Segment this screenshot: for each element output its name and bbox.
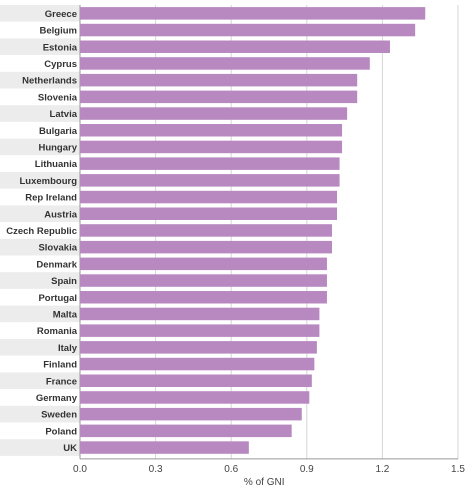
bar — [80, 441, 249, 454]
category-label: Rep Ireland — [25, 193, 77, 204]
row-band — [0, 205, 80, 223]
row-band — [0, 288, 80, 306]
category-label: Luxembourg — [19, 176, 77, 187]
bar — [80, 174, 340, 187]
row-bands — [0, 5, 80, 456]
category-label: UK — [63, 443, 77, 454]
category-label: Estonia — [43, 42, 78, 53]
row-band — [0, 238, 80, 256]
bar — [80, 424, 292, 438]
bar — [80, 391, 310, 404]
bar — [80, 307, 320, 321]
bar — [80, 157, 340, 170]
category-label: Austria — [44, 209, 77, 220]
x-tick-label: 1.2 — [375, 464, 389, 475]
bar — [80, 124, 343, 137]
row-band — [0, 121, 80, 139]
bar — [80, 73, 358, 87]
row-band — [0, 305, 80, 323]
row-band — [0, 71, 80, 89]
bar — [80, 107, 348, 120]
category-label: France — [46, 376, 77, 387]
bar — [80, 224, 332, 237]
category-label: Latvia — [50, 109, 78, 120]
bar — [80, 257, 327, 271]
category-label: Romania — [37, 326, 78, 337]
row-band — [0, 105, 80, 122]
row-band — [0, 138, 80, 156]
x-tick-label: 0.0 — [73, 464, 87, 475]
bar — [80, 190, 338, 204]
bar — [80, 40, 390, 53]
row-band — [0, 222, 80, 239]
x-axis-title: % of GNI — [244, 477, 285, 485]
category-labels: Greece Belgium Estonia Cyprus Netherlands Slo… — [6, 9, 77, 454]
bar — [80, 374, 312, 387]
x-tick-label: 1.5 — [451, 464, 465, 475]
category-label: Italy — [58, 343, 78, 354]
row-band — [0, 172, 80, 189]
category-label: Lithuania — [35, 159, 78, 170]
x-axis: 0.0 0.3 0.6 0.9 1.2 1.5 — [73, 458, 465, 475]
bar — [80, 140, 343, 154]
x-tick-label: 0.3 — [149, 464, 163, 475]
row-band — [0, 422, 80, 440]
bar — [80, 291, 327, 304]
bar — [80, 274, 327, 287]
row-band — [0, 55, 80, 72]
row-band — [0, 355, 80, 373]
row-band — [0, 389, 80, 406]
category-label: Germany — [36, 393, 78, 404]
category-label: Netherlands — [22, 76, 77, 87]
category-label: Hungary — [38, 142, 77, 153]
category-label: Cyprus — [44, 59, 77, 70]
row-band — [0, 21, 80, 39]
category-label: Malta — [53, 309, 78, 320]
category-label: Denmark — [36, 259, 77, 270]
row-band — [0, 155, 80, 172]
category-label: Greece — [45, 9, 77, 20]
bar — [80, 324, 320, 337]
bar — [80, 7, 426, 20]
bar — [80, 407, 302, 421]
category-label: Bulgaria — [39, 126, 78, 137]
row-band — [0, 88, 80, 106]
category-label: Finland — [43, 360, 77, 371]
bar — [80, 90, 358, 104]
category-label: Belgium — [40, 26, 77, 37]
category-label: Czech Republic — [6, 226, 77, 237]
row-band — [0, 188, 80, 206]
row-band — [0, 272, 80, 289]
row-band — [0, 255, 80, 273]
category-label: Portugal — [38, 293, 77, 304]
row-band — [0, 405, 80, 423]
category-label: Slovakia — [38, 243, 77, 254]
x-tick-label: 0.6 — [224, 464, 238, 475]
category-label: Sweden — [41, 410, 77, 421]
bar — [80, 23, 416, 37]
bars — [80, 7, 426, 454]
x-tick-label: 0.9 — [300, 464, 314, 475]
row-band — [0, 439, 80, 456]
category-label: Spain — [51, 276, 77, 287]
row-band — [0, 5, 80, 22]
row-band — [0, 38, 80, 56]
bar — [80, 240, 332, 254]
bar — [80, 57, 370, 70]
bar — [80, 341, 317, 354]
bar — [80, 207, 338, 220]
category-label: Poland — [45, 426, 77, 437]
row-band — [0, 339, 80, 356]
category-label: Slovenia — [38, 92, 78, 103]
row-band — [0, 322, 80, 339]
row-band — [0, 372, 80, 390]
bar — [80, 357, 315, 371]
